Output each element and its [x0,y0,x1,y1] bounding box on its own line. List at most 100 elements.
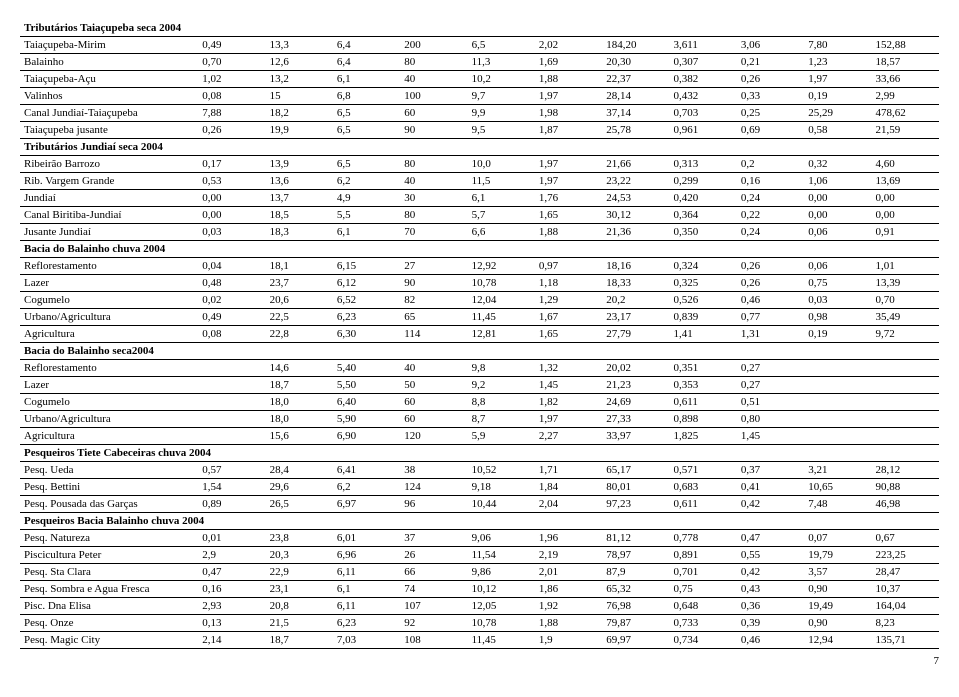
cell: 15,6 [266,428,333,445]
row-label: Balainho [20,54,198,71]
cell: 6,97 [333,496,400,513]
cell: 0,2 [737,156,804,173]
cell: 78,97 [602,547,669,564]
cell: 1,67 [535,309,602,326]
cell: 100 [400,88,467,105]
cell [872,428,939,445]
cell: 18,3 [266,224,333,241]
cell: 10,78 [468,615,535,632]
cell: 0,701 [670,564,737,581]
cell: 9,9 [468,105,535,122]
cell: 22,8 [266,326,333,343]
row-label: Urbano/Agricultura [20,309,198,326]
cell: 1,88 [535,615,602,632]
cell: 0,703 [670,105,737,122]
cell: 20,6 [266,292,333,309]
cell: 7,03 [333,632,400,649]
row-label: Valinhos [20,88,198,105]
cell: 6,41 [333,462,400,479]
cell: 13,6 [266,173,333,190]
section-title: Pesqueiros Tiete Cabeceiras chuva 2004 [20,445,939,462]
cell: 478,62 [872,105,939,122]
cell: 0,37 [737,462,804,479]
cell: 0,24 [737,190,804,207]
table-row: Rib. Vargem Grande0,5313,66,24011,51,972… [20,173,939,190]
cell: 2,27 [535,428,602,445]
cell: 2,02 [535,37,602,54]
cell: 4,60 [872,156,939,173]
cell: 6,11 [333,564,400,581]
cell: 97,23 [602,496,669,513]
cell: 40 [400,71,467,88]
cell: 20,02 [602,360,669,377]
cell: 1,18 [535,275,602,292]
cell: 18,7 [266,377,333,394]
row-label: Reflorestamento [20,258,198,275]
cell: 12,6 [266,54,333,71]
cell: 114 [400,326,467,343]
cell: 1,92 [535,598,602,615]
cell: 0,526 [670,292,737,309]
row-label: Pesq. Sta Clara [20,564,198,581]
row-label: Reflorestamento [20,360,198,377]
cell: 1,84 [535,479,602,496]
cell: 19,49 [804,598,871,615]
cell: 6,5 [333,156,400,173]
cell: 0,891 [670,547,737,564]
cell: 0,19 [804,88,871,105]
section-header: Pesqueiros Bacia Balainho chuva 2004 [20,513,939,530]
cell: 65,32 [602,581,669,598]
cell: 152,88 [872,37,939,54]
cell: 0,49 [198,309,265,326]
cell: 18,57 [872,54,939,71]
cell: 6,12 [333,275,400,292]
cell: 0,00 [804,207,871,224]
data-table: Tributários Taiaçupeba seca 2004Taiaçupe… [20,20,939,649]
row-label: Canal Jundiaí-Taiaçupeba [20,105,198,122]
cell: 3,21 [804,462,871,479]
cell: 29,6 [266,479,333,496]
cell: 20,3 [266,547,333,564]
cell: 12,05 [468,598,535,615]
section-title: Tributários Jundiaí seca 2004 [20,139,939,156]
cell: 5,90 [333,411,400,428]
cell: 1,88 [535,224,602,241]
cell: 1,41 [670,326,737,343]
cell: 0,00 [872,207,939,224]
cell: 8,8 [468,394,535,411]
cell: 74 [400,581,467,598]
cell: 1,97 [535,173,602,190]
cell: 0,39 [737,615,804,632]
cell: 0,24 [737,224,804,241]
cell: 6,90 [333,428,400,445]
cell: 33,66 [872,71,939,88]
cell: 1,06 [804,173,871,190]
row-label: Pesq. Bettini [20,479,198,496]
row-label: Ribeirão Barrozo [20,156,198,173]
table-row: Urbano/Agricultura18,05,90608,71,9727,33… [20,411,939,428]
cell: 66 [400,564,467,581]
cell: 0,69 [737,122,804,139]
cell: 19,9 [266,122,333,139]
cell: 0,90 [804,581,871,598]
cell: 0,03 [804,292,871,309]
cell: 26 [400,547,467,564]
cell: 0,70 [198,54,265,71]
cell: 4,9 [333,190,400,207]
row-label: Jundiaí [20,190,198,207]
cell: 11,45 [468,309,535,326]
cell: 0,57 [198,462,265,479]
cell: 0,00 [198,190,265,207]
cell: 0,26 [737,258,804,275]
cell: 5,7 [468,207,535,224]
section-header: Pesqueiros Tiete Cabeceiras chuva 2004 [20,445,939,462]
cell: 1,97 [535,411,602,428]
cell: 7,48 [804,496,871,513]
cell: 24,53 [602,190,669,207]
section-header: Tributários Jundiaí seca 2004 [20,139,939,156]
cell: 3,611 [670,37,737,54]
cell: 1,97 [804,71,871,88]
cell: 0,46 [737,632,804,649]
cell [804,394,871,411]
table-row: Pesq. Magic City2,1418,77,0310811,451,96… [20,632,939,649]
